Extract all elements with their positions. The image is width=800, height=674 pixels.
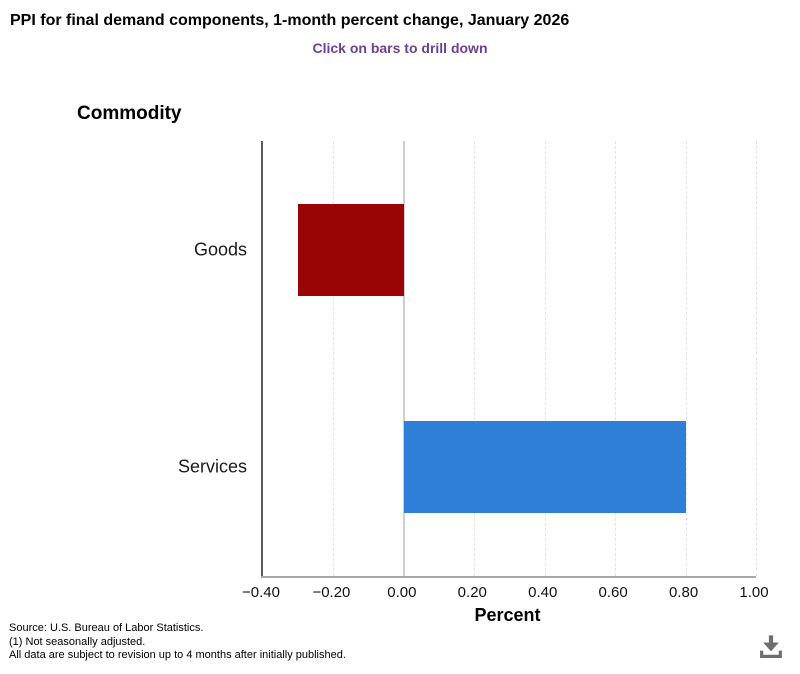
chart-title: PPI for final demand components, 1-month… [10, 12, 570, 29]
gridline [474, 141, 476, 576]
x-tick-label: 0.40 [528, 584, 558, 601]
bar-services[interactable] [403, 421, 686, 514]
gridline [756, 141, 757, 576]
x-axis-tick-labels: −0.40 −0.20 0.00 0.20 0.40 0.60 0.80 1.00 [242, 584, 769, 602]
gridline [685, 141, 687, 576]
plot-area [261, 141, 757, 576]
x-tick-label: 1.00 [739, 584, 769, 601]
seasonal-adjustment-note: (1) Not seasonally adjusted. [9, 635, 146, 648]
download-button[interactable] [753, 628, 789, 664]
x-tick-label: 0.60 [598, 584, 628, 601]
x-tick-label: 0.80 [668, 584, 699, 601]
x-tick-label: 0.20 [457, 584, 487, 601]
source-note: Source: U.S. Bureau of Labor Statistics. [9, 622, 204, 634]
x-axis-line [261, 576, 756, 578]
revision-note: All data are subject to revision up to 4… [9, 649, 346, 661]
x-axis-title: Percent [474, 605, 541, 625]
category-label-services: Services [177, 456, 247, 477]
category-label-goods: Goods [193, 239, 247, 260]
gridline [544, 141, 546, 576]
x-tick-label: 0.00 [387, 584, 417, 601]
gridline [615, 141, 617, 576]
zero-gridline [402, 141, 405, 576]
y-axis-title: Commodity [77, 103, 182, 124]
chart-subtitle: Click on bars to drill down [312, 40, 488, 56]
footer-notes: Source: U.S. Bureau of Labor Statistics.… [9, 622, 346, 663]
x-tick-label: −0.20 [312, 584, 351, 601]
x-tick-label: −0.40 [242, 584, 280, 601]
category-labels: Goods Services [0, 141, 247, 576]
bar-goods[interactable] [298, 203, 404, 296]
gridline [333, 141, 335, 576]
download-icon [760, 635, 782, 658]
